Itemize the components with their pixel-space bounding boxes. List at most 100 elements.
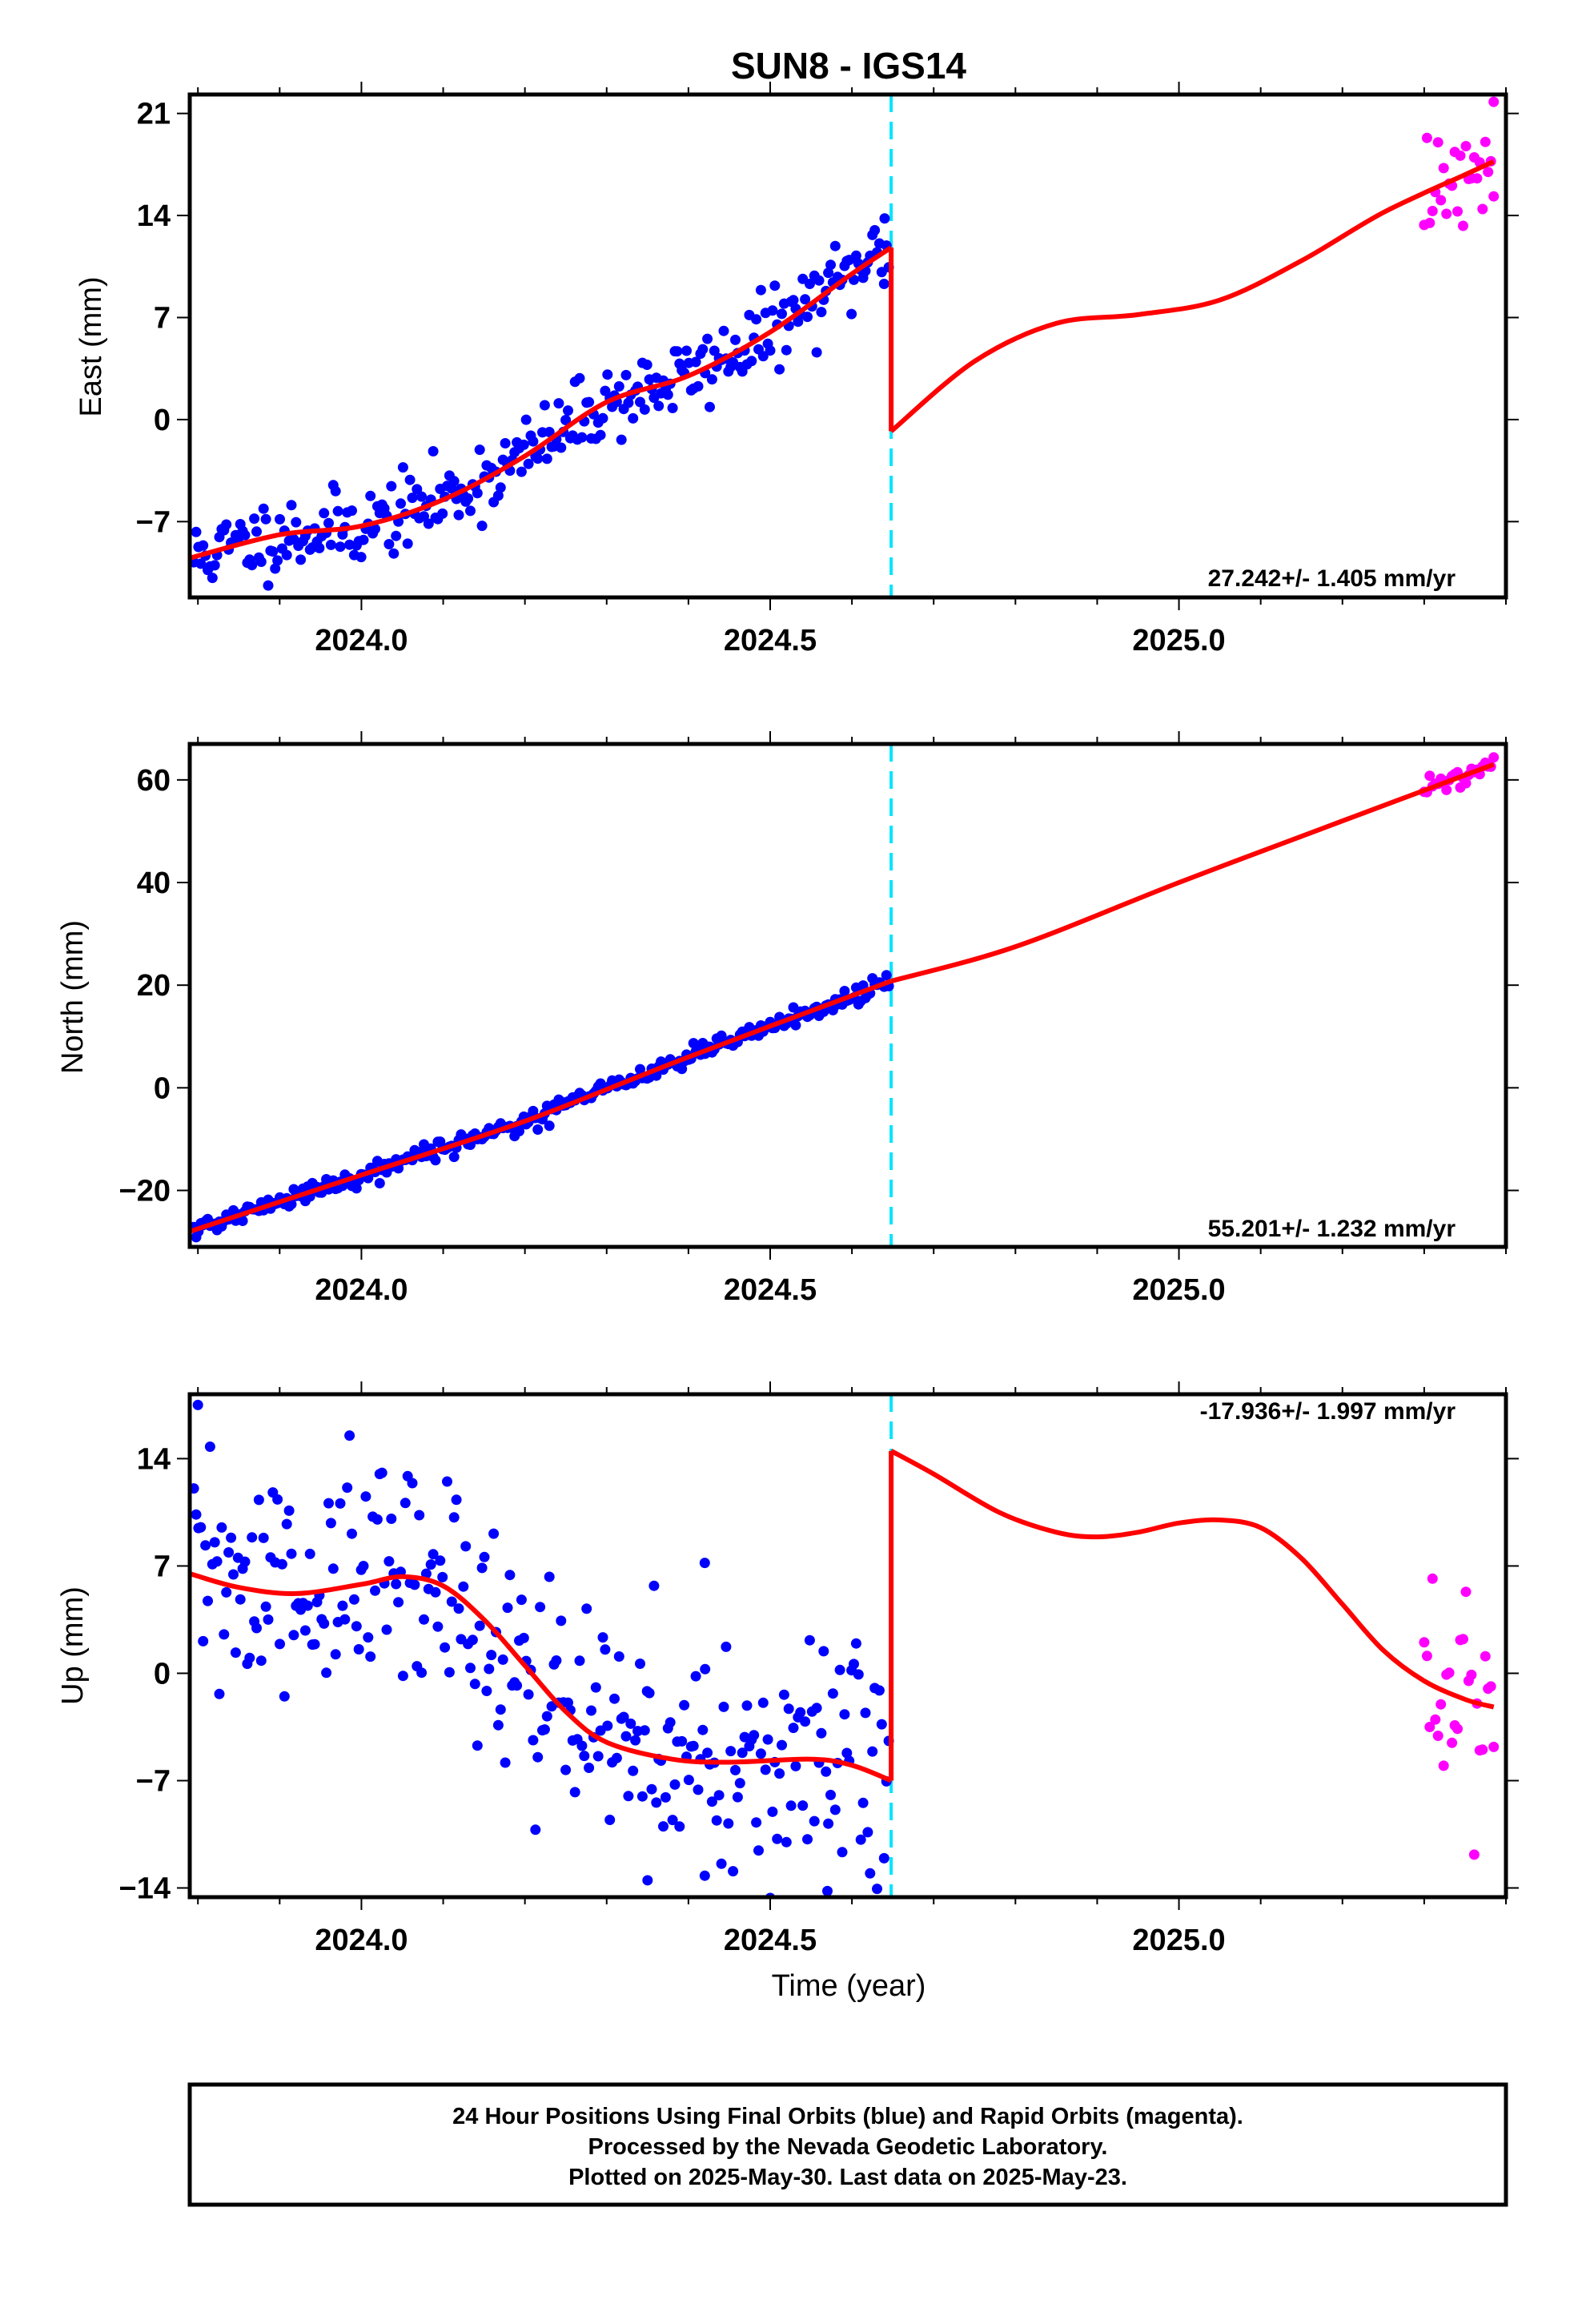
east-y-tick-label: −7 <box>136 505 171 539</box>
up-final-orbit-point <box>230 1647 241 1659</box>
up-final-orbit-point <box>873 1685 885 1696</box>
east-final-orbit-point <box>516 466 527 477</box>
up-final-orbit-point <box>397 1671 408 1682</box>
east-final-orbit-point <box>325 539 336 550</box>
north-rapid-orbit-point <box>1441 784 1452 795</box>
up-final-orbit-point <box>721 1641 732 1652</box>
east-final-orbit-point <box>391 530 402 541</box>
up-final-orbit-point <box>584 1763 595 1773</box>
up-final-orbit-point <box>800 1716 811 1727</box>
east-final-orbit-point <box>544 427 555 437</box>
up-final-orbit-point <box>777 1739 787 1751</box>
up-final-orbit-point <box>829 1804 841 1815</box>
east-final-orbit-point <box>437 508 448 519</box>
east-y-tick-label: 0 <box>154 404 171 437</box>
up-rapid-orbit-point <box>1452 1723 1463 1735</box>
up-final-orbit-point <box>872 1884 882 1895</box>
east-final-orbit-point <box>347 505 357 517</box>
up-final-orbit-point <box>309 1638 320 1650</box>
up-final-orbit-point <box>263 1614 274 1625</box>
up-final-orbit-point <box>711 1815 722 1826</box>
east-final-orbit-point <box>825 259 836 271</box>
east-final-orbit-point <box>255 557 267 567</box>
up-final-orbit-point <box>688 1740 699 1751</box>
east-final-orbit-point <box>465 505 476 517</box>
east-final-orbit-point <box>275 513 285 525</box>
east-final-orbit-point <box>448 476 460 487</box>
east-final-orbit-point <box>597 412 608 424</box>
up-final-orbit-point <box>586 1705 596 1716</box>
chart-title: SUN8 - IGS14 <box>731 45 966 86</box>
up-final-orbit-point <box>809 1815 820 1827</box>
east-rapid-orbit-point <box>1455 150 1466 161</box>
east-final-orbit-point <box>718 325 729 336</box>
up-final-orbit-point <box>785 1800 797 1811</box>
east-final-orbit-point <box>702 333 713 344</box>
north-final-orbit-point <box>237 1216 248 1226</box>
up-final-orbit-point <box>597 1632 608 1643</box>
up-final-orbit-point <box>435 1555 446 1566</box>
up-final-orbit-point <box>283 1505 295 1516</box>
up-y-axis-title: Up (mm) <box>56 1586 90 1705</box>
east-final-orbit-point <box>191 526 202 537</box>
up-final-orbit-point <box>216 1522 227 1533</box>
up-final-orbit-point <box>790 1760 801 1771</box>
east-final-orbit-point <box>620 369 632 380</box>
east-final-orbit-point <box>681 345 692 356</box>
up-final-orbit-point <box>639 1725 650 1736</box>
up-rapid-orbit-point <box>1480 1651 1491 1662</box>
east-rapid-orbit-point <box>1488 191 1500 202</box>
up-rapid-orbit-point <box>1468 1849 1480 1860</box>
east-rapid-orbit-point <box>1452 206 1463 217</box>
east-rapid-orbit-point <box>1424 217 1435 228</box>
up-final-orbit-point <box>667 1815 678 1826</box>
up-final-orbit-point <box>853 1669 864 1680</box>
up-final-orbit-point <box>788 1723 799 1734</box>
up-final-orbit-point <box>437 1571 448 1582</box>
caption-box: 24 Hour Positions Using Final Orbits (bl… <box>187 2082 1508 2207</box>
up-final-orbit-point <box>802 1834 813 1845</box>
east-final-orbit-point <box>476 521 488 532</box>
up-final-orbit-point <box>762 1734 773 1745</box>
east-final-orbit-point <box>823 267 834 279</box>
north-final-orbit-point <box>286 1199 297 1210</box>
up-final-orbit-point <box>613 1651 624 1662</box>
up-final-orbit-point <box>279 1691 290 1702</box>
up-final-orbit-point <box>728 1866 739 1877</box>
east-final-orbit-point <box>207 573 218 584</box>
up-final-orbit-point <box>469 1679 480 1690</box>
east-final-orbit-point <box>323 517 334 529</box>
up-final-orbit-point <box>302 1600 313 1611</box>
up-final-orbit-point <box>451 1494 462 1506</box>
east-rate-label: 27.242+/- 1.405 mm/yr <box>1208 565 1456 592</box>
up-rapid-orbit-point <box>1443 1667 1455 1679</box>
up-final-orbit-point <box>281 1518 292 1530</box>
up-final-orbit-point <box>753 1845 764 1856</box>
up-final-orbit-point <box>467 1634 478 1646</box>
up-final-orbit-point <box>276 1558 287 1570</box>
up-final-orbit-point <box>518 1632 529 1643</box>
up-final-orbit-point <box>665 1717 676 1728</box>
up-final-orbit-point <box>330 1649 341 1660</box>
east-final-orbit-point <box>623 397 634 408</box>
up-final-orbit-point <box>878 1852 889 1864</box>
up-final-orbit-point <box>371 1514 383 1525</box>
up-rapid-orbit-point <box>1435 1699 1447 1710</box>
east-rapid-orbit-point <box>1460 141 1472 151</box>
up-final-orbit-point <box>488 1528 500 1539</box>
up-fit-line-post <box>889 1449 1495 1710</box>
caption-line-3: Plotted on 2025-May-30. Last data on 202… <box>568 2165 1127 2190</box>
east-final-orbit-point <box>358 534 369 545</box>
up-rapid-orbit-point <box>1447 1737 1458 1748</box>
up-final-orbit-point <box>414 1510 425 1521</box>
east-final-orbit-point <box>249 513 260 525</box>
up-x-tick-label: 2024.5 <box>724 1924 817 1957</box>
east-rapid-orbit-point <box>1477 203 1488 215</box>
up-final-orbit-point <box>628 1765 639 1776</box>
up-rapid-orbit-point <box>1419 1637 1430 1648</box>
up-final-orbit-point <box>198 1635 209 1647</box>
up-y-tick-label: −14 <box>119 1872 171 1906</box>
east-final-orbit-point <box>472 488 483 499</box>
up-final-orbit-point <box>351 1621 362 1632</box>
up-final-orbit-point <box>732 1791 743 1803</box>
